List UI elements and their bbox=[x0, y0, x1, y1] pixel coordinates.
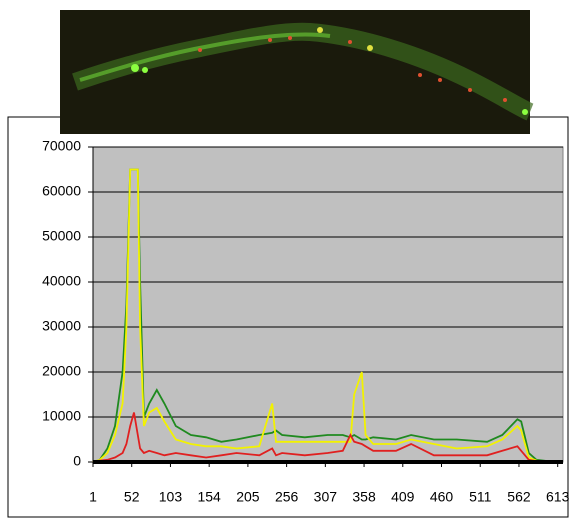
y-tick-label: 30000 bbox=[42, 318, 81, 334]
y-tick-label: 0 bbox=[73, 453, 81, 469]
x-tick-label: 307 bbox=[314, 489, 338, 505]
x-tick-label: 511 bbox=[469, 489, 492, 505]
x-tick-label: 154 bbox=[197, 489, 221, 505]
x-tick-label: 358 bbox=[352, 489, 376, 505]
y-tick-label: 20000 bbox=[42, 363, 81, 379]
series-line bbox=[92, 168, 563, 463]
micrograph bbox=[60, 10, 534, 134]
plot-area bbox=[92, 146, 564, 463]
x-tick-label: 613 bbox=[546, 489, 570, 505]
x-tick-label: 409 bbox=[391, 489, 415, 505]
y-tick-label: 70000 bbox=[42, 138, 81, 154]
x-tick-label: 52 bbox=[124, 489, 140, 505]
x-tick-label: 562 bbox=[507, 489, 531, 505]
y-tick-label: 10000 bbox=[42, 408, 81, 424]
y-tick-label: 50000 bbox=[42, 228, 81, 244]
series-line bbox=[92, 412, 563, 463]
x-tick-label: 103 bbox=[159, 489, 183, 505]
x-tick-label: 256 bbox=[275, 489, 299, 505]
x-tick-label: 205 bbox=[236, 489, 260, 505]
x-tick-label: 460 bbox=[430, 489, 454, 505]
y-tick-label: 60000 bbox=[42, 183, 81, 199]
x-tick-label: 1 bbox=[89, 489, 97, 505]
y-tick-label: 40000 bbox=[42, 273, 81, 289]
